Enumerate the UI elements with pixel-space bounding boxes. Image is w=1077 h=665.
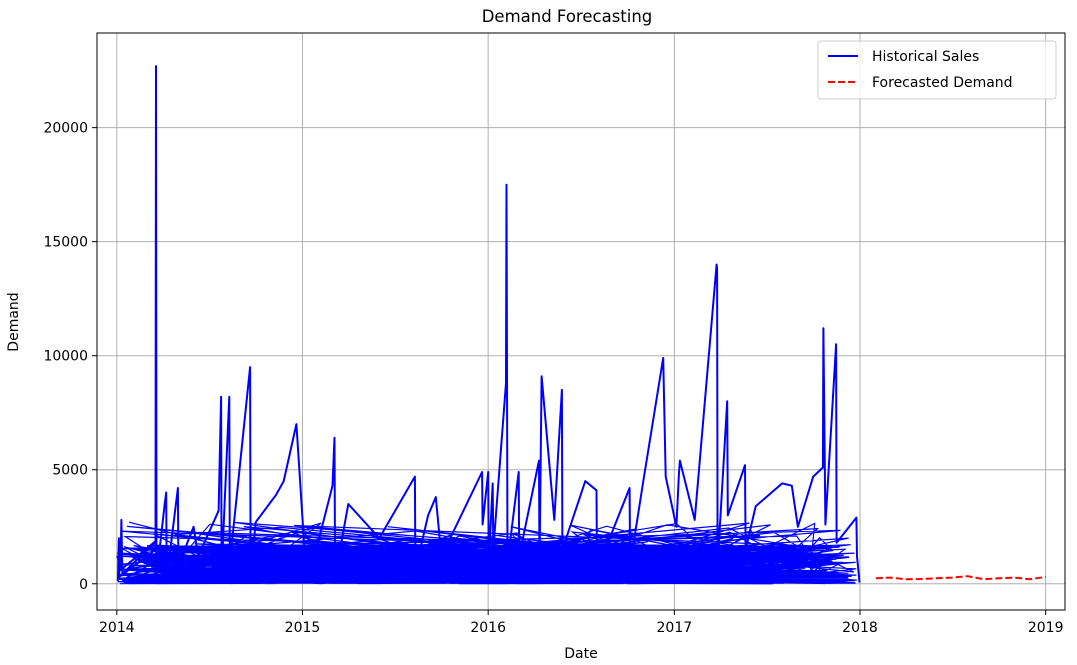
x-axis-label: Date [564,646,597,662]
y-axis-ticks: 0 5000 10000 15000 20000 [43,121,97,593]
x-tick-label: 2017 [657,620,693,636]
legend: Historical Sales Forecasted Demand [817,40,1057,100]
y-tick-label: 0 [79,577,88,593]
plot-frame [96,32,1066,611]
x-tick-label: 2016 [470,620,506,636]
x-axis-ticks: 2014 2015 2016 2017 2018 2019 [99,610,1063,636]
plot-series [116,65,1046,585]
y-tick-label: 20000 [43,121,88,137]
x-tick-label: 2015 [285,620,321,636]
chart-title: Demand Forecasting [482,7,653,26]
x-tick-label: 2018 [842,620,878,636]
y-tick-label: 15000 [43,235,88,251]
series-forecasted-demand-line [875,575,1046,581]
y-tick-label: 10000 [43,349,88,365]
legend-label-forecast: Forecasted Demand [872,75,1013,91]
x-tick-label: 2014 [99,620,135,636]
x-tick-label: 2019 [1028,620,1064,636]
series-historical-sales-line [116,65,861,583]
series-historical-sales-noise [116,521,857,585]
y-axis-label: Demand [6,292,22,351]
legend-label-historical: Historical Sales [872,49,979,65]
y-tick-label: 5000 [52,463,88,479]
legend-box [817,40,1057,100]
